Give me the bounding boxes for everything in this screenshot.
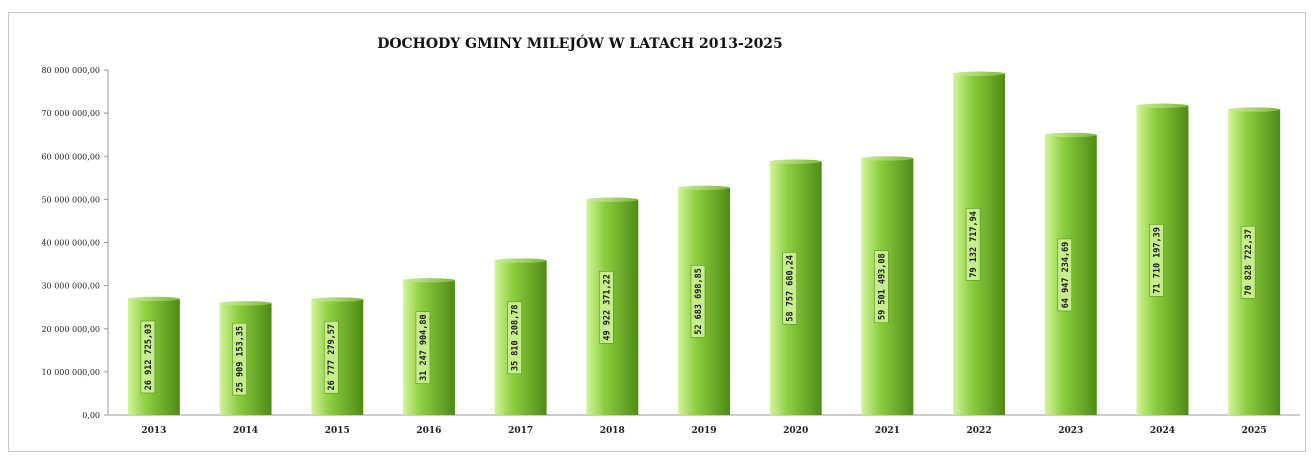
y-tick-label: 30 000 000,00 <box>41 282 100 291</box>
y-tick-label: 10 000 000,00 <box>41 368 100 377</box>
data-label: 35 810 208,78 <box>511 305 521 372</box>
data-label: 70 828 722,37 <box>1244 229 1254 296</box>
data-label: 49 922 371,22 <box>602 274 612 341</box>
data-label: 26 912 725,03 <box>144 324 154 391</box>
bar-cap-2018 <box>586 197 639 202</box>
data-label-box <box>1240 225 1256 299</box>
data-label: 31 247 904,80 <box>419 314 429 381</box>
x-tick-label: 2013 <box>141 426 166 436</box>
bar-cap-2016 <box>402 278 455 283</box>
x-tick-label: 2024 <box>1150 426 1175 436</box>
x-tick-label: 2020 <box>783 426 808 436</box>
data-label-box <box>874 250 889 323</box>
bar-cap-2024 <box>1136 103 1189 108</box>
y-tick-label: 0,00 <box>82 411 100 420</box>
data-label-box <box>415 311 431 384</box>
y-tick-label: 60 000 000,00 <box>41 152 100 161</box>
bars: 26 912 725,03 25 909 153,35 26 777 279,57 3… <box>127 71 1281 416</box>
bar-cap-2023 <box>1044 132 1097 138</box>
data-label: 71 710 197,39 <box>1152 227 1162 294</box>
data-label-box <box>232 322 247 396</box>
bar-cap-2022 <box>953 71 1006 76</box>
data-label: 26 777 279,57 <box>327 324 337 391</box>
data-label: 58 757 680,24 <box>786 255 796 322</box>
bar-cap-2015 <box>311 297 364 302</box>
data-label-box <box>1149 224 1164 297</box>
x-tick-label: 2018 <box>600 426 625 436</box>
data-label-box <box>965 208 981 281</box>
bar-cap-2013 <box>127 296 180 302</box>
x-tick-label: 2019 <box>691 426 716 436</box>
y-tick-label: 70 000 000,00 <box>41 109 100 118</box>
data-label-box <box>140 320 156 394</box>
data-label-box <box>323 320 339 394</box>
data-label-box <box>1057 238 1073 312</box>
data-label-box <box>782 252 797 325</box>
x-tick-label: 2022 <box>967 426 992 436</box>
x-tick-label: 2021 <box>875 426 900 436</box>
data-label-box <box>599 271 614 344</box>
x-tick-label: 2017 <box>508 426 533 436</box>
y-tick-label: 80 000 000,00 <box>41 66 100 75</box>
y-tick-label: 20 000 000,00 <box>41 325 100 334</box>
bar-cap-2020 <box>769 159 822 164</box>
y-axis-ticks: 0,00 10 000 000,00 20 000 000,00 30 000 000… <box>41 66 108 420</box>
data-label: 52 683 698,85 <box>694 268 704 335</box>
data-label: 64 947 234,69 <box>1061 242 1071 309</box>
bar-cap-2017 <box>494 258 547 263</box>
data-label: 79 132 717,94 <box>969 211 979 278</box>
x-tick-label: 2016 <box>416 426 441 436</box>
data-label-box <box>507 301 522 375</box>
data-label: 25 909 153,35 <box>236 326 246 393</box>
x-axis-ticks: 2013 2014 2015 2016 2017 2018 2019 2020 2021 2022… <box>141 426 1266 436</box>
x-tick-label: 2025 <box>1242 426 1267 436</box>
x-tick-label: 2015 <box>325 426 350 436</box>
bar-cap-2021 <box>861 156 914 161</box>
y-tick-label: 50 000 000,00 <box>41 195 100 204</box>
data-label-box <box>690 265 706 338</box>
bar-cap-2019 <box>678 185 730 191</box>
bar-cap-2025 <box>1228 107 1281 112</box>
x-tick-label: 2014 <box>233 426 258 436</box>
y-tick-label: 40 000 000,00 <box>41 239 100 248</box>
x-tick-label: 2023 <box>1058 426 1083 436</box>
data-label: 59 501 493,08 <box>877 253 887 320</box>
bar-cap-2014 <box>219 301 272 306</box>
chart-title: DOCHODY GMINY MILEJÓW W LATACH 2013-2025 <box>377 34 783 52</box>
